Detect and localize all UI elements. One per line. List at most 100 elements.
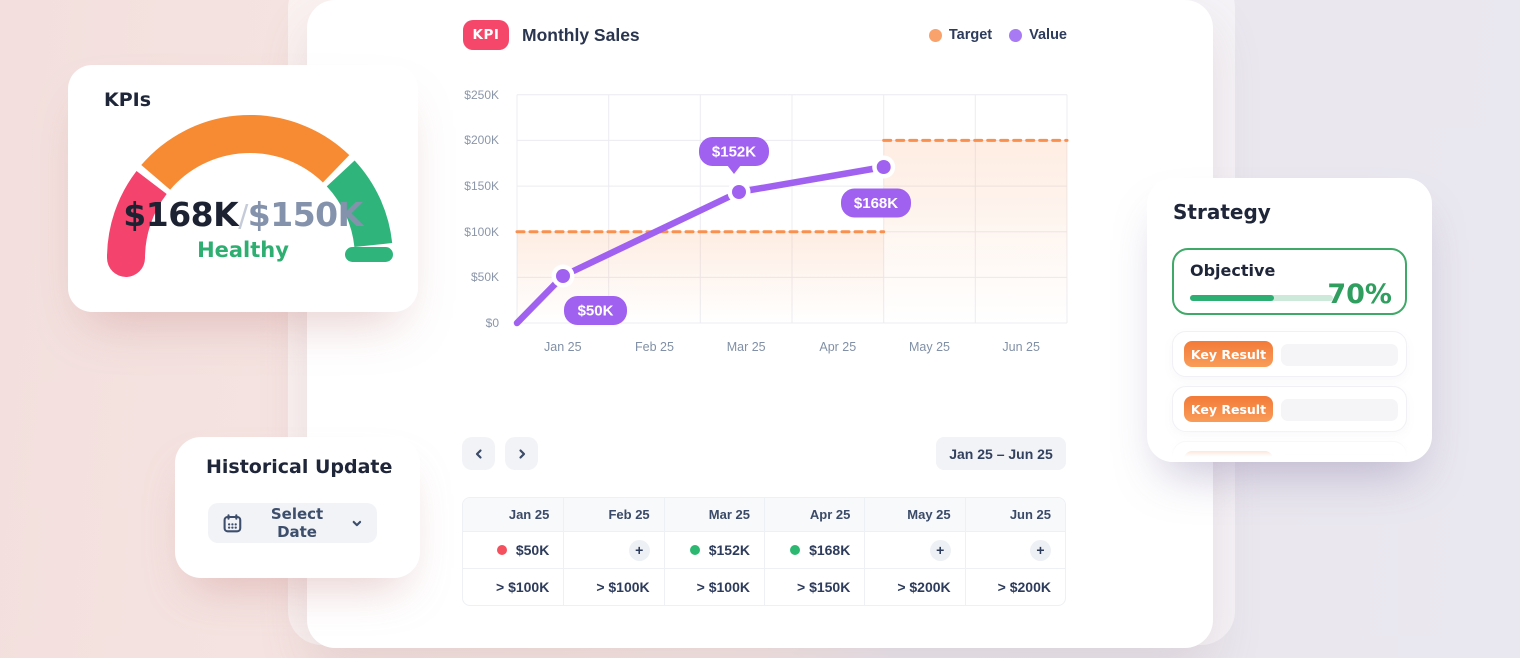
data-points[interactable] [556, 160, 891, 283]
gauge-separator: / [238, 199, 248, 234]
key-result-placeholder [1281, 454, 1398, 462]
x-axis-tick: Jan 25 [544, 340, 582, 354]
status-dot-icon [496, 545, 507, 555]
add-value-button[interactable]: + [628, 539, 650, 561]
key-result-row: Key Result [1172, 386, 1407, 432]
data-label-jan: $50K [564, 296, 627, 325]
y-axis-tick: $100K [464, 225, 499, 239]
calendar-icon [223, 513, 242, 532]
historical-update-title: Historical Update [206, 456, 393, 478]
target-cell: > $150K [764, 568, 865, 605]
value-cell: $152K [663, 531, 764, 568]
gauge-target-value: $150K [247, 195, 363, 234]
monthly-sales-line-chart: $50K $152K $168K $250K $200K $150K $100K… [464, 88, 1069, 354]
chevron-right-icon [518, 448, 525, 459]
key-result-button[interactable]: Key Result [1184, 396, 1273, 422]
value-text: $152K [708, 542, 750, 558]
y-axis-tick: $200K [464, 133, 499, 147]
objective-percent: 70% [1327, 279, 1392, 310]
svg-text:$50K: $50K [578, 303, 614, 320]
monthly-sales-panel: KPI Monthly Sales Target Value [307, 0, 1213, 648]
gauge-red-segment [106, 170, 168, 259]
legend-label: Target [948, 27, 993, 43]
key-result-row: Key Result [1172, 441, 1407, 462]
target-dashed-line [515, 138, 1069, 234]
strategy-card: Strategy Objective 70% Key Result Key Re… [1147, 178, 1432, 462]
target-area-fill [883, 140, 1067, 323]
key-result-row: Key Result [1172, 331, 1407, 377]
column-header: Jan 25 [508, 507, 550, 522]
select-date-button[interactable]: Select Date [208, 503, 377, 543]
target-cell: > $200K [864, 568, 965, 605]
kpis-card: KPIs $168K/$150K Healthy [68, 65, 418, 312]
y-axis-tick: $50K [471, 270, 499, 284]
key-result-placeholder [1281, 399, 1398, 421]
select-date-label: Select Date [270, 505, 324, 541]
monthly-values-table: Jan 25 Feb 25 Mar 25 Apr 25 May 25 Jun 2… [462, 497, 1066, 606]
x-axis-tick: Jun 25 [1002, 340, 1040, 354]
date-range-chip[interactable]: Jan 25 – Jun 25 [936, 437, 1066, 470]
y-axis-tick: $250K [464, 88, 499, 102]
key-result-button[interactable]: Key Result [1184, 451, 1273, 462]
table-target-row: > $100K > $100K > $100K > $150K > $200K … [463, 568, 1065, 605]
svg-text:$168K: $168K [854, 195, 898, 212]
chevron-left-icon [475, 448, 482, 459]
value-text: $50K [515, 542, 550, 558]
prev-period-button[interactable] [462, 437, 495, 470]
kpi-gauge [106, 115, 393, 277]
value-cell: $50K [463, 531, 564, 568]
status-dot-icon [790, 545, 801, 555]
gauge-values: $168K/$150K [68, 195, 418, 234]
legend-item-value[interactable]: Value [1009, 27, 1067, 43]
add-value-button[interactable]: + [929, 539, 951, 561]
column-header: May 25 [864, 498, 964, 531]
table-value-row: $50K + $152K $168K + + [463, 531, 1065, 568]
chart-legend: Target Value [928, 27, 1067, 43]
x-axis-tick: Feb 25 [635, 340, 674, 354]
kpi-badge: KPI [463, 20, 509, 50]
x-axis-tick: May 25 [909, 340, 950, 354]
historical-update-card: Historical Update Select Date [175, 437, 420, 578]
add-value-button[interactable]: + [1030, 539, 1051, 561]
gauge-green-endcap [345, 247, 393, 262]
legend-label: Value [1029, 27, 1067, 43]
status-dot-icon [689, 545, 700, 555]
gauge-current-value: $168K [123, 195, 239, 234]
gauge-green-segment [326, 160, 393, 248]
column-header: Mar 25 [663, 498, 764, 531]
value-cell: + [964, 531, 1065, 568]
next-period-button[interactable] [505, 437, 538, 470]
y-axis-ticks: $250K $200K $150K $100K $50K $0 [464, 88, 499, 330]
data-label-mar: $152K [699, 137, 769, 174]
kpis-card-title: KPIs [104, 89, 152, 111]
value-cell: + [563, 531, 664, 568]
x-axis-tick: Mar 25 [727, 340, 766, 354]
data-label-apr: $168K [841, 188, 911, 218]
target-cell: > $100K [663, 568, 764, 605]
key-result-button[interactable]: Key Result [1184, 341, 1273, 367]
value-text: $168K [809, 542, 851, 558]
value-legend-dot-icon [1009, 28, 1023, 42]
target-cell: > $100K [463, 568, 564, 605]
x-axis-tick: Apr 25 [819, 340, 856, 354]
gauge-status-label: Healthy [197, 238, 289, 262]
value-cell: + [864, 531, 965, 568]
key-result-placeholder [1281, 344, 1398, 366]
column-header: Apr 25 [764, 498, 864, 531]
x-axis-ticks: Jan 25 Feb 25 Mar 25 Apr 25 May 25 Jun 2… [544, 340, 1040, 354]
value-cell: $168K [764, 531, 865, 568]
column-header: Feb 25 [563, 498, 663, 531]
y-axis-tick: $150K [464, 179, 499, 193]
target-cell: > $200K [964, 568, 1065, 605]
chevron-down-icon [352, 520, 362, 526]
strategy-title: Strategy [1173, 200, 1271, 224]
objective-box: Objective 70% [1172, 248, 1407, 315]
objective-label: Objective [1190, 261, 1276, 280]
objective-progress-fill [1190, 295, 1275, 301]
objective-progress-bar [1190, 295, 1333, 301]
legend-item-target[interactable]: Target [928, 27, 993, 43]
svg-text:$152K: $152K [712, 144, 756, 161]
panel-title: Monthly Sales [522, 25, 640, 45]
table-header-row: Jan 25 Feb 25 Mar 25 Apr 25 May 25 Jun 2… [463, 498, 1065, 531]
target-legend-dot-icon [928, 28, 942, 42]
